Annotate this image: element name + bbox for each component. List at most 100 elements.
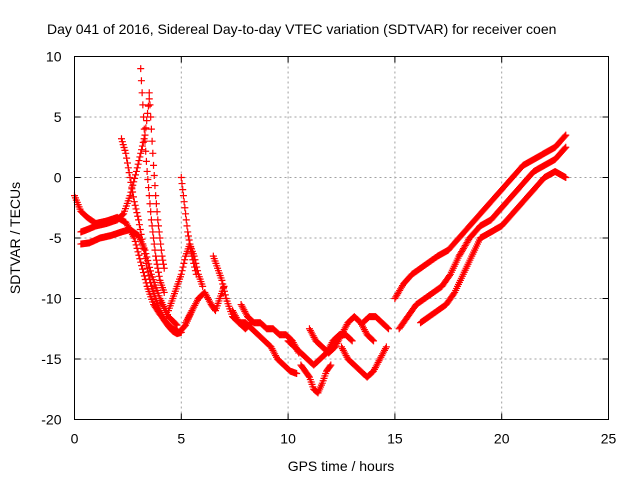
chart-title: Day 041 of 2016, Sidereal Day-to-day VTE… xyxy=(47,21,556,37)
data-point xyxy=(199,282,207,290)
data-point xyxy=(151,246,159,254)
data-point xyxy=(152,200,160,208)
data-point xyxy=(134,248,142,256)
data-point xyxy=(156,234,164,242)
data-point xyxy=(184,232,192,240)
x-tick-label: 5 xyxy=(177,431,185,447)
data-point xyxy=(131,237,139,245)
data-point xyxy=(139,269,147,277)
data-point xyxy=(151,182,159,190)
data-point xyxy=(132,167,140,175)
data-point xyxy=(160,264,168,272)
data-point xyxy=(152,256,160,264)
data-point xyxy=(143,117,151,125)
series-track-2 xyxy=(77,95,153,236)
data-point xyxy=(128,183,136,191)
data-point xyxy=(145,89,153,97)
x-tick-label: 15 xyxy=(387,431,403,447)
data-point xyxy=(141,255,149,263)
data-point xyxy=(144,176,152,184)
data-point xyxy=(154,264,162,272)
series-track-15 xyxy=(305,313,378,357)
data-point xyxy=(132,205,140,213)
data-point xyxy=(130,198,138,206)
series-track-14 xyxy=(297,361,335,397)
data-point xyxy=(137,65,145,73)
data-point xyxy=(137,230,145,238)
data-point xyxy=(124,164,132,172)
data-point xyxy=(138,262,146,270)
data-point xyxy=(126,192,134,200)
series-track-16 xyxy=(338,343,390,381)
y-tick-label: -20 xyxy=(41,412,61,428)
data-point xyxy=(369,336,377,344)
data-point xyxy=(160,260,167,268)
data-point xyxy=(384,325,392,333)
data-point xyxy=(143,264,151,272)
series-track-9 xyxy=(182,282,228,327)
data-point xyxy=(157,240,165,248)
x-tick-label: 0 xyxy=(71,431,79,447)
data-point xyxy=(135,157,143,165)
data-point xyxy=(160,288,168,296)
data-point xyxy=(138,146,146,154)
data-point xyxy=(561,144,569,152)
data-point xyxy=(348,337,356,345)
data-point xyxy=(177,328,185,336)
series-track-1 xyxy=(71,192,196,336)
data-point xyxy=(144,102,152,110)
data-point xyxy=(177,270,185,278)
data-point xyxy=(139,138,147,146)
data-point xyxy=(172,320,180,328)
data-point xyxy=(147,208,155,216)
data-point xyxy=(134,212,142,220)
data-point xyxy=(562,143,570,151)
data-point xyxy=(305,372,313,380)
series-track-4 xyxy=(117,135,185,338)
series-track-6 xyxy=(145,89,168,272)
data-point xyxy=(131,174,139,182)
data-point xyxy=(133,164,141,172)
y-tick-label: 5 xyxy=(54,109,62,125)
data-point xyxy=(123,154,131,162)
data-point xyxy=(153,208,161,216)
data-point xyxy=(141,131,149,139)
data-point xyxy=(138,142,146,150)
data-point xyxy=(146,101,154,109)
data-point xyxy=(149,149,157,157)
data-point xyxy=(158,252,166,260)
tick-layer: 0 5 10 15 20 25 -20 -15 -10 -5 0 5 10 xyxy=(41,49,616,447)
data-point xyxy=(144,268,152,276)
data-point xyxy=(146,200,154,208)
data-point xyxy=(142,124,150,132)
data-point xyxy=(141,137,149,145)
data-point xyxy=(384,324,392,332)
data-point xyxy=(179,186,187,194)
x-tick-label: 20 xyxy=(494,431,510,447)
data-point xyxy=(133,209,141,217)
y-axis-label: SDTVAR / TECUs xyxy=(7,182,23,294)
data-point xyxy=(191,267,199,275)
data-point xyxy=(326,362,334,370)
data-point xyxy=(185,236,193,244)
data-point xyxy=(129,193,137,201)
data-point xyxy=(179,192,187,200)
data-point xyxy=(153,260,161,268)
data-point xyxy=(122,149,130,157)
data-point xyxy=(347,336,355,344)
data-point xyxy=(138,235,146,243)
data-point xyxy=(150,234,158,242)
x-tick-label: 10 xyxy=(280,431,296,447)
data-point xyxy=(179,263,187,271)
data-point xyxy=(186,240,194,248)
data-point xyxy=(191,263,199,271)
data-point xyxy=(221,291,229,299)
data-point xyxy=(189,256,197,264)
x-axis-label: GPS time / hours xyxy=(288,458,395,474)
data-point xyxy=(155,268,163,276)
series-track-3 xyxy=(77,226,181,329)
data-point xyxy=(293,370,301,378)
data-point xyxy=(142,147,150,155)
data-point xyxy=(182,210,190,218)
data-point xyxy=(183,222,191,230)
